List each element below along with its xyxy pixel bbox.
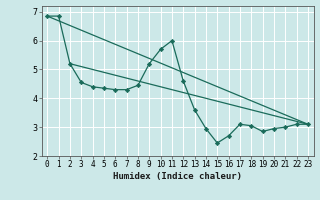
- X-axis label: Humidex (Indice chaleur): Humidex (Indice chaleur): [113, 172, 242, 181]
